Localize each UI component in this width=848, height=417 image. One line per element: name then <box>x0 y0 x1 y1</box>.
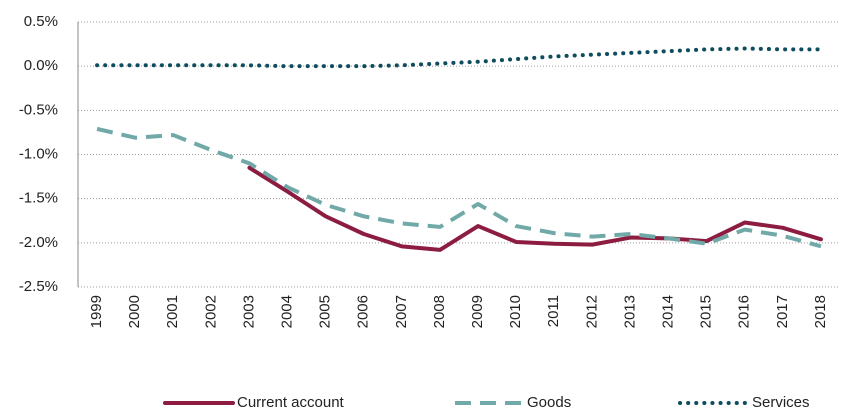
y-tick-label: -1.0% <box>19 145 58 162</box>
x-tick-label: 2006 <box>355 295 372 328</box>
x-tick-label: 2015 <box>698 295 715 328</box>
x-tick-label: 2012 <box>583 295 600 328</box>
series-line <box>247 165 823 252</box>
x-tick-label: 2005 <box>317 295 334 328</box>
y-tick-label: 0.0% <box>24 57 58 74</box>
y-tick-label: 0.5% <box>24 13 58 30</box>
x-tick-label: 2004 <box>279 295 296 328</box>
x-tick-label: 2017 <box>774 295 791 328</box>
x-tick-label: 2001 <box>164 295 181 328</box>
legend-label: Current account <box>237 394 345 411</box>
y-tick-label: -2.0% <box>19 234 58 251</box>
x-tick-label: 2013 <box>621 295 638 328</box>
x-tick-label: 1999 <box>88 295 105 328</box>
series-line <box>95 46 823 69</box>
legend-label: Services <box>752 394 810 411</box>
y-tick-label: -2.5% <box>19 278 58 295</box>
x-tick-label: 2014 <box>660 295 677 328</box>
series-line <box>96 126 822 249</box>
y-tick-label: -0.5% <box>19 101 58 118</box>
x-tick-label: 2002 <box>202 295 219 328</box>
x-tick-label: 2016 <box>736 295 753 328</box>
x-tick-label: 2003 <box>240 295 257 328</box>
x-tick-label: 2010 <box>507 295 524 328</box>
x-tick-label: 2018 <box>812 295 829 328</box>
x-tick-label: 2009 <box>469 295 486 328</box>
x-tick-label: 2011 <box>545 295 562 327</box>
legend-label: Goods <box>527 394 571 411</box>
x-tick-label: 2007 <box>393 295 410 328</box>
x-tick-label: 2008 <box>431 295 448 328</box>
y-tick-label: -1.5% <box>19 190 58 207</box>
x-tick-label: 2000 <box>126 295 143 328</box>
